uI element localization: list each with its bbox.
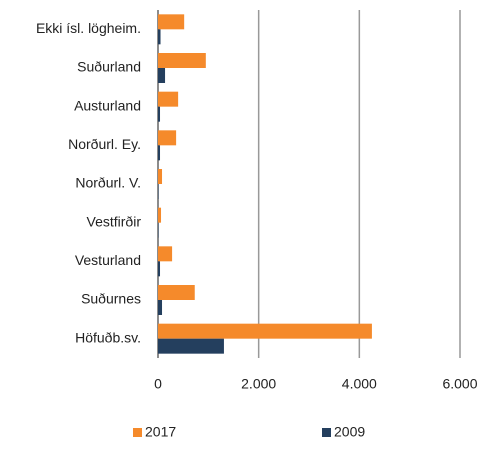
bar [158, 14, 185, 30]
x-tick-label: 4.000 [342, 376, 377, 392]
legend-label: 2017 [145, 424, 176, 440]
bar [158, 285, 195, 300]
bar [158, 323, 372, 339]
y-tick-label: Suðurland [77, 59, 141, 75]
bar [158, 68, 166, 83]
y-tick-label: Norðurl. V. [75, 175, 141, 191]
bar [158, 106, 161, 122]
bar [158, 53, 206, 68]
bar [158, 338, 224, 354]
x-tick-label: 0 [154, 376, 162, 392]
bar [158, 246, 173, 262]
legend-swatch [133, 428, 142, 437]
bar [158, 222, 159, 238]
bar [158, 130, 177, 146]
legend-swatch [322, 428, 331, 437]
y-tick-label: Suðurnes [81, 291, 141, 307]
x-tick-label: 6.000 [442, 376, 477, 392]
y-tick-label: Austurland [74, 97, 141, 113]
bar [158, 29, 161, 45]
y-tick-label: Ekki ísl. lögheim. [36, 20, 141, 36]
y-tick-label: Höfuðb.sv. [75, 329, 141, 345]
y-tick-label: Norðurl. Ey. [68, 136, 141, 152]
y-tick-label: Vestfirðir [87, 213, 142, 229]
bar [158, 145, 161, 161]
x-tick-label: 2.000 [241, 376, 276, 392]
y-tick-label: Vesturland [75, 252, 141, 268]
bar [158, 261, 161, 277]
bar [158, 91, 179, 107]
bar [158, 169, 163, 184]
bar [158, 300, 163, 315]
bar [158, 207, 162, 223]
bar [158, 184, 159, 199]
legend-label: 2009 [334, 424, 365, 440]
